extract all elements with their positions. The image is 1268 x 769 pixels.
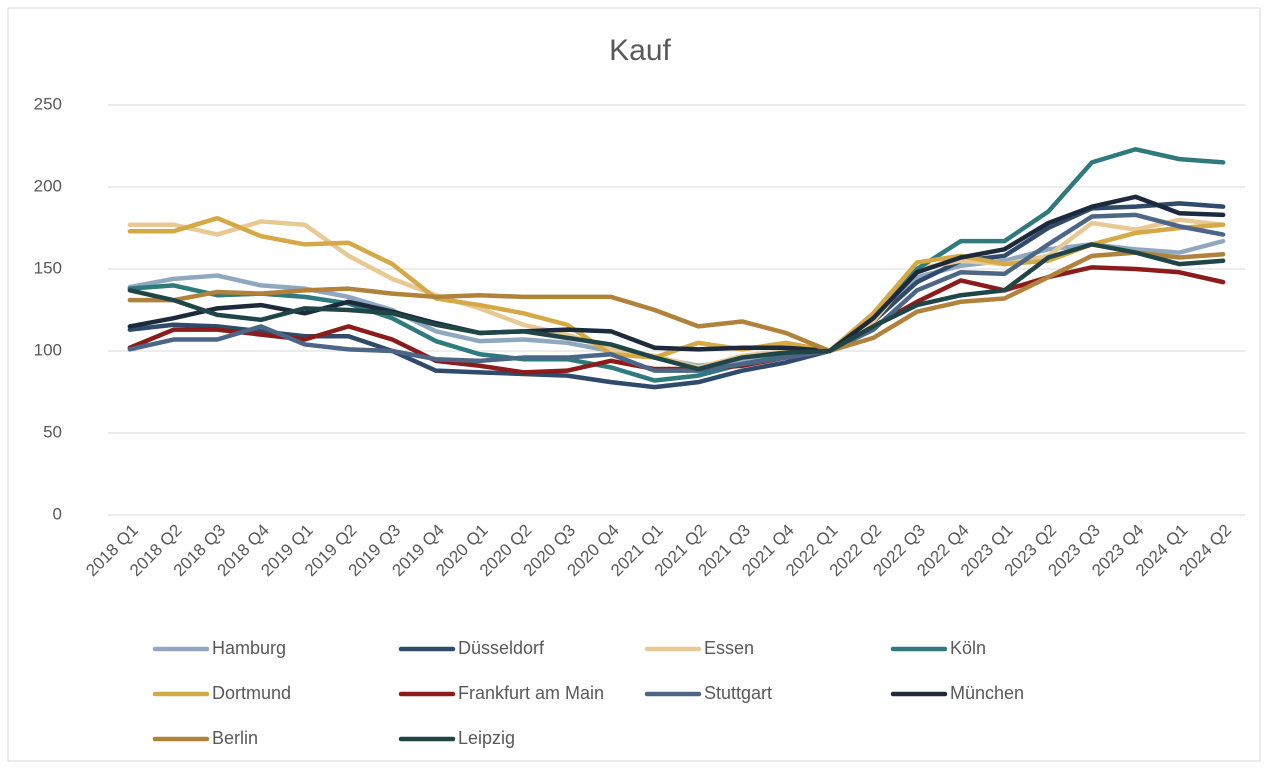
legend-label: Leipzig	[458, 728, 515, 748]
legend-label: Stuttgart	[704, 683, 772, 703]
legend-label: Köln	[950, 638, 986, 658]
legend-label: Essen	[704, 638, 754, 658]
legend-label: Frankfurt am Main	[458, 683, 604, 703]
y-tick-label: 50	[43, 422, 62, 441]
series-line	[127, 242, 1226, 372]
legend-label: München	[950, 683, 1024, 703]
series-line	[127, 147, 1226, 383]
y-tick-label: 150	[34, 258, 62, 277]
y-tick-label: 100	[34, 340, 62, 359]
legend-label: Düsseldorf	[458, 638, 545, 658]
y-tick-label: 0	[53, 504, 62, 523]
series-line	[127, 212, 1226, 373]
y-tick-label: 250	[34, 94, 62, 113]
series-line	[127, 194, 1226, 354]
legend-label: Dortmund	[212, 683, 291, 703]
series-line	[127, 250, 1226, 354]
legend-label: Hamburg	[212, 638, 286, 658]
legend-label: Berlin	[212, 728, 258, 748]
y-tick-label: 200	[34, 176, 62, 195]
chart-title: Kauf	[609, 34, 671, 67]
